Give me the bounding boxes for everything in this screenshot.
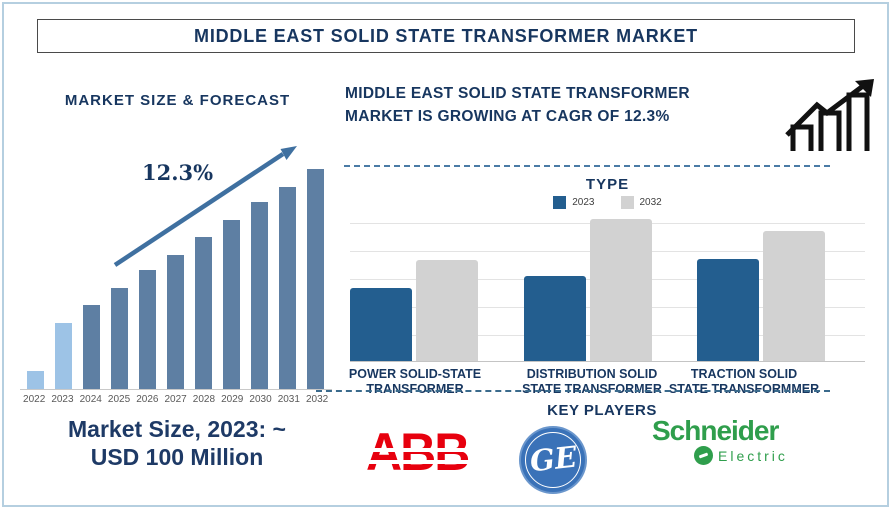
x-tick-2027: 2027 xyxy=(164,394,187,405)
x-tick-2024: 2024 xyxy=(79,394,102,405)
type-group-2 xyxy=(523,218,652,361)
ge-logo-monogram: GE xyxy=(527,439,579,479)
ge-logo-ring xyxy=(525,432,581,488)
type-bar-2032-group3 xyxy=(763,231,825,361)
market-bar-2022 xyxy=(27,371,44,389)
dashed-divider-bottom xyxy=(316,390,830,392)
category-label-line: STATE TRANSFORMER xyxy=(522,381,662,396)
legend-swatch-2032 xyxy=(620,196,634,209)
schneider-electric-logo: Schneider Electric xyxy=(652,417,827,465)
market-bar-2024 xyxy=(83,305,100,389)
legend-swatch-2023 xyxy=(553,196,567,209)
x-tick-2030: 2030 xyxy=(249,394,272,405)
market-bar-2026 xyxy=(139,270,156,389)
category-label-line: TRANSFORMER xyxy=(366,381,464,396)
type-bar-2023-group1 xyxy=(350,288,412,361)
abb-logo-stripe xyxy=(364,448,474,452)
market-bar-2031 xyxy=(279,186,296,389)
main-title-box: MIDDLE EAST SOLID STATE TRANSFORMER MARK… xyxy=(37,19,855,53)
market-size-x-axis: 2022 2023 2024 2025 2026 2027 2028 2029 2030 2031… xyxy=(20,394,332,405)
market-bar-2029 xyxy=(223,219,240,389)
schneider-electric-text: Electric xyxy=(718,447,788,464)
growth-arrow-icon xyxy=(113,146,297,267)
cagr-headline: MIDDLE EAST SOLID STATE TRANSFORMER MARK… xyxy=(345,82,785,128)
market-bar-2027 xyxy=(167,254,184,389)
type-bar-2032-group2 xyxy=(589,218,652,361)
abb-logo: ABB xyxy=(364,422,474,482)
x-tick-2026: 2026 xyxy=(136,394,159,405)
x-tick-2022: 2022 xyxy=(23,394,46,405)
abb-logo-stripe xyxy=(364,460,474,464)
category-label-distribution: DISTRIBUTION SOLID STATE TRANSFORMER xyxy=(502,367,682,397)
category-label-line: POWER SOLID-STATE xyxy=(348,367,482,381)
market-bar-2025 xyxy=(111,287,128,389)
market-bar-2023 xyxy=(55,323,72,389)
type-bar-groups xyxy=(350,210,825,361)
cagr-annotation: 12.3% xyxy=(142,160,214,185)
market-size-note-line2: USD 100 Million xyxy=(90,444,264,471)
x-tick-2028: 2028 xyxy=(192,394,216,405)
market-size-bars xyxy=(20,140,332,390)
type-chart-title: TYPE xyxy=(585,176,630,193)
legend-label-2032: 2032 xyxy=(639,197,662,208)
market-bar-2032 xyxy=(307,169,324,389)
abb-logo-text: ABB xyxy=(366,422,470,482)
type-chart-legend: 2023 2032 xyxy=(350,196,865,209)
x-tick-2031: 2031 xyxy=(277,394,300,405)
dashed-divider-top xyxy=(344,165,830,167)
market-size-note-line1: Market Size, 2023: ~ xyxy=(68,416,286,442)
market-size-forecast-heading: MARKET SIZE & FORECAST xyxy=(64,92,291,109)
category-label-power: POWER SOLID-STATE TRANSFORMER xyxy=(325,367,505,397)
x-tick-2032: 2032 xyxy=(305,394,329,405)
category-label-line: TRACTION SOLID xyxy=(690,367,798,381)
legend-label-2023: 2023 xyxy=(572,197,595,208)
x-tick-2023: 2023 xyxy=(51,394,74,405)
cagr-headline-line2: MARKET IS GROWING AT CAGR OF 12.3% xyxy=(345,108,670,125)
market-bar-2030 xyxy=(251,202,268,389)
legend-item-2023: 2023 xyxy=(553,196,595,209)
type-bar-2023-group3 xyxy=(697,258,759,361)
type-grouped-bar-chart xyxy=(350,210,865,362)
type-group-1 xyxy=(350,260,478,361)
type-bar-2032-group1 xyxy=(416,260,478,361)
market-size-note: Market Size, 2023: ~ USD 100 Million xyxy=(12,415,342,471)
key-players-heading: KEY PLAYERS xyxy=(547,402,657,419)
category-label-line: STATE TRANSFORMMER xyxy=(668,381,820,396)
type-bar-2023-group2 xyxy=(523,276,586,361)
market-bar-2028 xyxy=(195,237,212,389)
category-label-traction: TRACTION SOLID STATE TRANSFORMMER xyxy=(654,367,834,397)
schneider-electric-row: Electric xyxy=(694,446,827,465)
schneider-logo-text: Schneider xyxy=(652,415,779,446)
ge-logo: GE xyxy=(521,428,585,492)
bar-chart-growth-icon xyxy=(785,79,874,151)
x-tick-2025: 2025 xyxy=(107,394,131,405)
x-tick-2029: 2029 xyxy=(221,394,244,405)
schneider-e-glyph-icon xyxy=(694,446,713,465)
category-label-line: DISTRIBUTION SOLID xyxy=(526,367,658,381)
cagr-headline-line1: MIDDLE EAST SOLID STATE TRANSFORMER xyxy=(345,85,690,102)
market-size-forecast-chart: 12.3% xyxy=(20,140,332,390)
page-title: MIDDLE EAST SOLID STATE TRANSFORMER MARK… xyxy=(194,25,698,46)
type-group-3 xyxy=(697,231,825,361)
legend-item-2032: 2032 xyxy=(620,196,662,209)
